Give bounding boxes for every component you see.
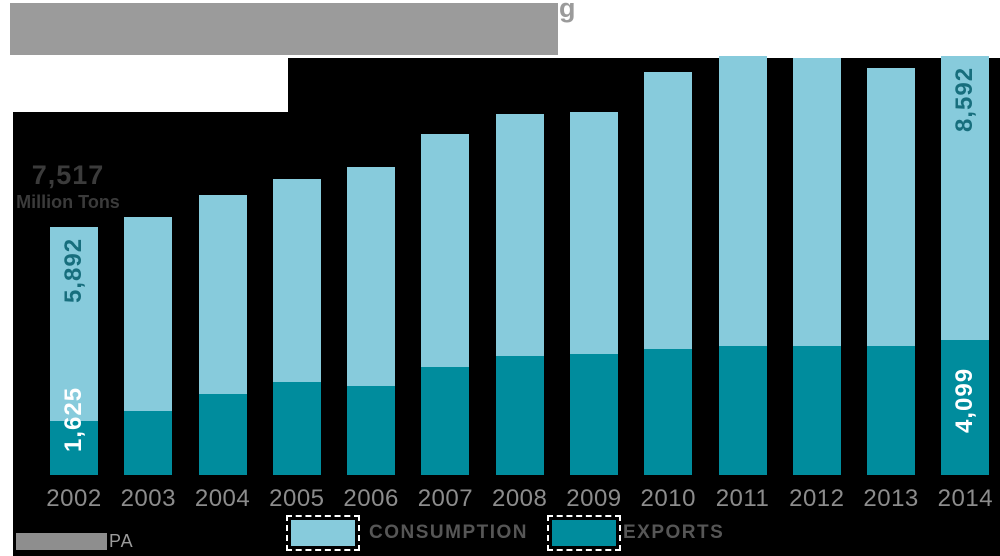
legend-key-exports[interactable] <box>547 515 621 551</box>
max-value-unit: Million Tons <box>16 192 120 212</box>
exports-segment-2005 <box>272 381 321 475</box>
exports-segment-2006 <box>347 385 396 475</box>
x-axis-label-2014: 2014 <box>937 485 994 512</box>
title-redaction-box <box>10 3 558 55</box>
legend-label-consumption: CONSUMPTION <box>369 522 528 543</box>
exports-segment-2008 <box>495 355 544 475</box>
bar-2014 <box>941 56 990 475</box>
x-axis-label-2005: 2005 <box>269 485 325 512</box>
source-visible-text: PA <box>109 531 134 551</box>
x-axis-label-2006: 2006 <box>343 485 399 512</box>
exports-segment-2013 <box>867 346 916 475</box>
consumption-swatch <box>291 520 355 546</box>
bar-2010 <box>644 72 693 475</box>
x-axis-label-2004: 2004 <box>194 485 251 512</box>
exports-segment-2007 <box>421 367 470 475</box>
exports-swatch <box>552 520 616 546</box>
exports-segment-2010 <box>644 348 693 475</box>
x-axis-label-2002: 2002 <box>46 485 102 512</box>
x-axis-label-2010: 2010 <box>640 485 696 512</box>
title-visible-text: g <box>559 0 576 23</box>
max-value-number: 7,517 <box>31 160 105 190</box>
bar-2011 <box>718 56 767 475</box>
bar-2003 <box>124 217 173 475</box>
bar-2009 <box>569 112 618 475</box>
exports-segment-2002 <box>50 421 98 475</box>
bar-2005 <box>272 179 321 475</box>
x-axis-label-2011: 2011 <box>715 485 770 512</box>
bar-2012 <box>792 58 841 475</box>
x-axis-label-2007: 2007 <box>417 485 474 512</box>
exports-segment-2004 <box>198 393 247 475</box>
bar-2008 <box>495 114 544 475</box>
exports-segment-2011 <box>718 346 767 475</box>
legend-key-consumption[interactable] <box>286 515 360 551</box>
bar-2013 <box>867 68 916 475</box>
x-axis-label-2012: 2012 <box>789 485 845 512</box>
x-axis-label-2008: 2008 <box>491 485 548 512</box>
x-axis-label-2003: 2003 <box>120 485 176 512</box>
exports-segment-2014 <box>941 339 990 475</box>
bar-2006 <box>347 166 396 475</box>
exports-segment-2012 <box>792 346 841 475</box>
bar-2007 <box>421 133 470 475</box>
x-axis-label-2009: 2009 <box>566 485 622 512</box>
exports-segment-2003 <box>124 410 173 475</box>
legend-label-exports: EXPORTS <box>623 522 725 543</box>
exports-segment-2009 <box>569 353 618 475</box>
max-value-annotation: 7,517 Million Tons <box>6 162 130 214</box>
bar-2004 <box>198 194 247 475</box>
bar-2002 <box>50 227 98 475</box>
source-redaction-box <box>16 533 107 550</box>
x-axis-label-2013: 2013 <box>863 485 919 512</box>
